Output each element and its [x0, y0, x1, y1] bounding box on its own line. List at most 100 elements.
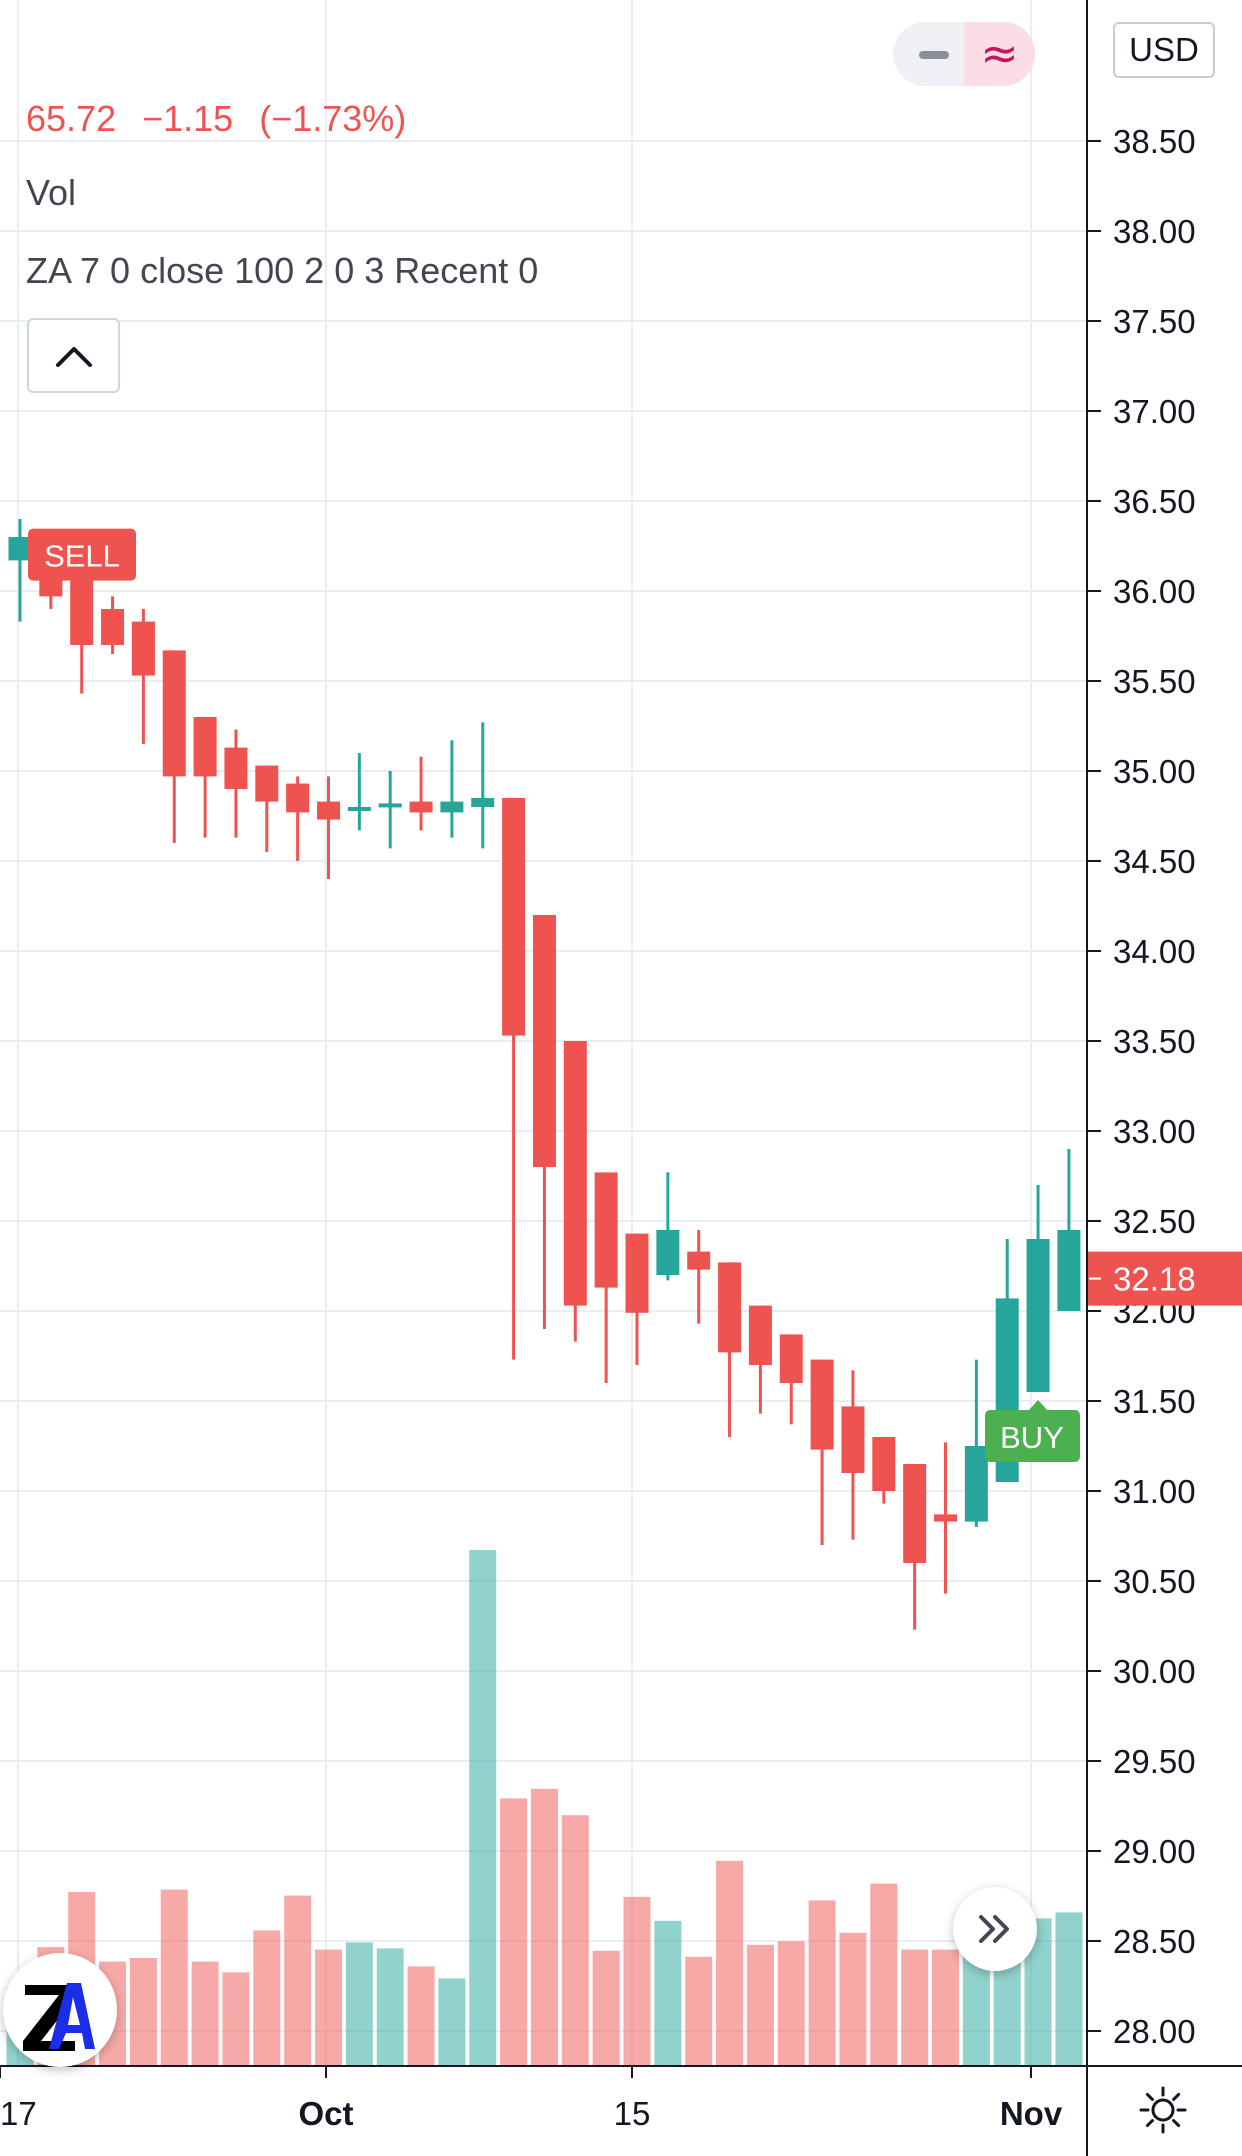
logo-icon[interactable] [3, 1953, 117, 2067]
volume-bar [1055, 1912, 1083, 2066]
candle [964, 1359, 988, 1527]
candle [471, 722, 495, 849]
buy-signal: BUY [985, 1400, 1080, 1462]
volume-bar [160, 1889, 188, 2066]
price-tick-label: 33.00 [1113, 1113, 1196, 1150]
volume-bar [777, 1941, 805, 2066]
candle [409, 756, 433, 831]
x-axis-label: 15 [614, 2095, 651, 2132]
candle [872, 1437, 896, 1504]
price-tick-label: 34.50 [1113, 843, 1196, 880]
volume-bar [654, 1920, 682, 2066]
candle [1026, 1185, 1050, 1392]
x-axis-label: 17 [0, 2095, 37, 2132]
candle [8, 519, 32, 622]
volume-bar [623, 1896, 651, 2066]
candle [841, 1370, 865, 1540]
candle [70, 573, 94, 694]
candle [502, 798, 526, 1360]
price-change: −1.15 [142, 98, 234, 139]
candle [224, 729, 248, 838]
price-tick-label: 35.50 [1113, 663, 1196, 700]
candle [440, 740, 464, 838]
last-price-label: 32.18 [1088, 1251, 1242, 1306]
chevron-up-icon [55, 346, 92, 367]
candle [131, 609, 155, 744]
candle [687, 1230, 711, 1324]
candle [656, 1172, 680, 1281]
volume-bar [901, 1949, 929, 2066]
volume-bar [438, 1978, 466, 2066]
candle [532, 915, 556, 1329]
x-axis-label: Nov [1000, 2095, 1063, 2132]
volume-bar [716, 1860, 744, 2066]
candle [255, 765, 279, 852]
minus-icon[interactable] [919, 51, 949, 59]
volume-bar [870, 1883, 898, 2066]
price-tick-label: 38.50 [1113, 123, 1196, 160]
x-axis-label: Oct [298, 2095, 353, 2132]
candle [347, 753, 371, 831]
price-tick-label: 28.50 [1113, 1923, 1196, 1960]
candle [718, 1262, 742, 1437]
volume-bar [500, 1798, 528, 2066]
svg-text:BUY: BUY [1000, 1420, 1064, 1455]
candle [779, 1334, 803, 1425]
candle [934, 1442, 957, 1594]
price-tick-label: 36.50 [1113, 483, 1196, 520]
volume-bar [191, 1961, 219, 2066]
price-tick-label: 28.00 [1113, 2013, 1196, 2050]
volume-bar [376, 1948, 404, 2066]
sell-signal: SELL [28, 528, 136, 591]
volume-bar [469, 1550, 497, 2066]
price-tick-label: 37.00 [1113, 393, 1196, 430]
candle [162, 650, 186, 843]
candle [903, 1464, 927, 1630]
chart-style-toggle[interactable]: ≈ [893, 22, 1035, 86]
volume-bar [315, 1949, 342, 2066]
candle [625, 1233, 649, 1365]
candle [317, 776, 340, 879]
volume-bar [129, 1958, 157, 2066]
price-tick-label: 33.50 [1113, 1023, 1196, 1060]
volume-bar [561, 1815, 589, 2066]
volume-bar [932, 1949, 959, 2066]
volume-bar [808, 1900, 836, 2066]
price-tick-label: 36.00 [1113, 573, 1196, 610]
price-legend: 65.72 −1.15 (−1.73%) [26, 98, 422, 140]
price-tick-label: 31.50 [1113, 1383, 1196, 1420]
volume-bar [284, 1895, 312, 2066]
last-value: 65.72 [26, 98, 117, 139]
candle [810, 1359, 834, 1545]
currency-button[interactable]: USD [1113, 22, 1215, 78]
volume-legend: Vol [26, 172, 77, 213]
volume-bar [746, 1944, 774, 2066]
price-tick-label: 32.50 [1113, 1203, 1196, 1240]
candle [748, 1305, 772, 1414]
collapse-legend-button[interactable] [27, 318, 120, 393]
approx-icon[interactable]: ≈ [964, 22, 1035, 86]
indicator-legend: ZA 7 0 close 100 2 0 3 Recent 0 [26, 250, 539, 291]
gear-icon[interactable] [1138, 2085, 1188, 2135]
scroll-to-realtime-button[interactable] [953, 1887, 1037, 1971]
volume-bars [6, 1550, 1083, 2066]
candle [594, 1172, 618, 1383]
volume-bar [407, 1966, 435, 2066]
candle [101, 596, 125, 654]
double-chevron-right-icon [979, 1915, 1009, 1943]
candle [563, 1041, 587, 1342]
candles [8, 519, 1081, 1630]
price-change-pct: (−1.73%) [259, 98, 407, 139]
volume-bar [530, 1788, 558, 2066]
price-tick-label: 30.00 [1113, 1653, 1196, 1690]
price-tick-label: 29.50 [1113, 1743, 1196, 1780]
svg-text:SELL: SELL [44, 539, 120, 574]
price-tick-label: 31.00 [1113, 1473, 1196, 1510]
volume-bar [685, 1956, 713, 2066]
price-tick-label: 30.50 [1113, 1563, 1196, 1600]
candle [286, 776, 310, 861]
volume-bar [592, 1950, 620, 2066]
svg-text:32.18: 32.18 [1113, 1261, 1196, 1298]
